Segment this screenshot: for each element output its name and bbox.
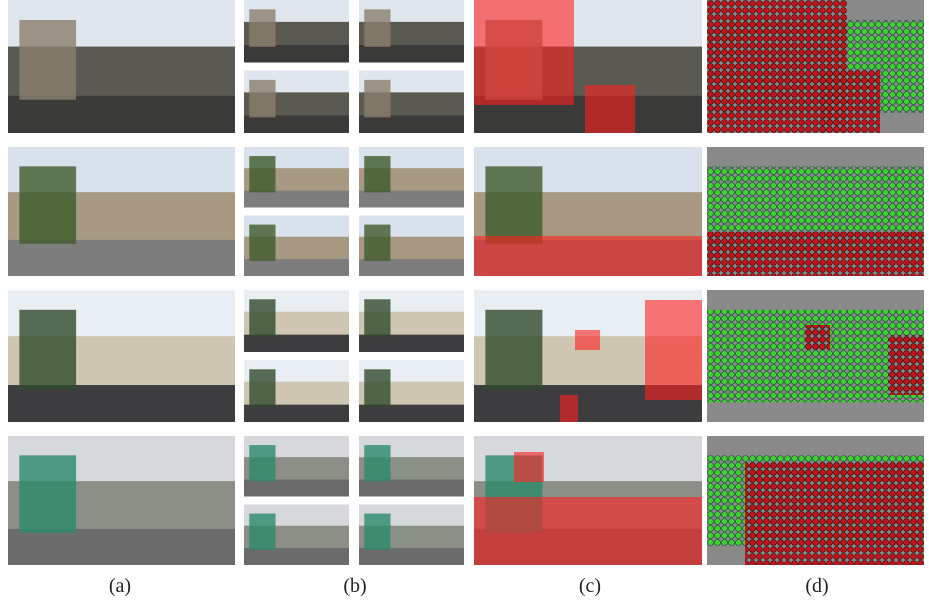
feature [19,455,77,533]
patch [244,0,349,63]
patch [359,290,464,352]
ground [244,548,349,565]
feature [249,445,276,482]
ground [359,259,464,276]
patch [244,360,349,422]
feature [364,156,391,193]
ground [244,404,349,422]
photo [8,0,235,133]
feature [249,79,276,118]
feature [19,19,77,100]
ground [244,190,349,208]
photo [8,290,235,422]
feature [485,309,543,389]
patch [244,504,349,565]
patch [359,70,464,133]
feature [249,513,276,550]
highlight [514,452,544,482]
points-red [745,462,924,565]
feature [19,166,77,244]
ground [359,404,464,422]
feature [485,166,543,244]
feature [249,299,276,337]
highlight [474,236,702,276]
photo [8,436,235,565]
photo [8,147,235,276]
patch [359,436,464,497]
patch [244,290,349,352]
feature [249,9,276,47]
caption: (d) [805,575,828,597]
patch [359,147,464,208]
feature [364,513,391,550]
feature [364,369,391,407]
points-red [707,232,924,276]
patch [244,147,349,208]
ground [359,190,464,208]
highlight [474,497,702,565]
patch [244,436,349,497]
highlight [575,330,600,350]
feature [19,309,77,389]
feature [249,156,276,193]
highlight [645,300,702,400]
patch [359,504,464,565]
feature [364,299,391,337]
ground [244,334,349,352]
feature [249,369,276,407]
feature [364,445,391,482]
ground [244,479,349,497]
ground [8,239,235,276]
patch [359,0,464,63]
highlight [474,0,574,105]
ground [359,548,464,565]
feature [364,79,391,118]
ground [8,385,235,422]
ground [8,95,235,133]
feature [364,224,391,261]
feature [364,9,391,47]
patch [244,70,349,133]
caption: (a) [109,575,131,597]
ground [359,45,464,63]
caption: (c) [579,575,601,597]
ground [244,259,349,276]
ground [359,334,464,352]
caption: (b) [343,575,366,597]
ground [244,45,349,63]
points-red [805,325,830,350]
patch [244,215,349,276]
patch [359,360,464,422]
highlight [585,85,635,133]
points-red [820,70,880,133]
ground [244,115,349,133]
ground [8,528,235,565]
feature [249,224,276,261]
patch [359,215,464,276]
highlight [560,395,578,422]
ground [359,115,464,133]
ground [359,479,464,497]
points-red [888,335,924,395]
